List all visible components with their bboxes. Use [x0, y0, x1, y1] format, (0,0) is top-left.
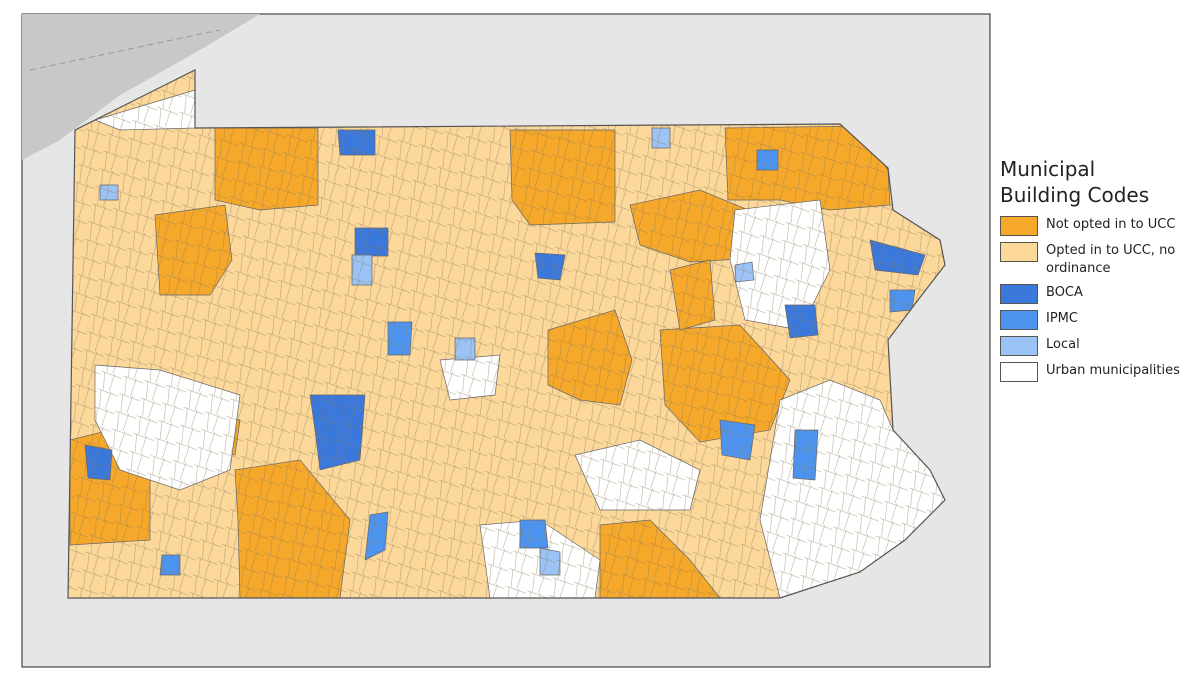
- legend-item: Opted in to UCC, no ordinance: [1000, 242, 1190, 278]
- legend: Municipal Building Codes Not opted in to…: [1000, 156, 1190, 388]
- legend-swatch: [1000, 310, 1038, 330]
- legend-label: BOCA: [1046, 285, 1083, 300]
- lake: [22, 14, 260, 160]
- legend-swatch: [1000, 336, 1038, 356]
- state: [68, 70, 945, 598]
- legend-swatch: [1000, 284, 1038, 304]
- legend-label: Local: [1046, 337, 1080, 352]
- legend-item: Urban municipalities: [1000, 362, 1190, 382]
- legend-item: Not opted in to UCC: [1000, 216, 1190, 236]
- legend-item: Local: [1000, 336, 1190, 356]
- state-outline: [67, 69, 946, 599]
- map: [21, 13, 991, 668]
- legend-item: IPMC: [1000, 310, 1190, 330]
- legend-items: Not opted in to UCC Opted in to UCC, no o…: [1000, 216, 1190, 382]
- legend-swatch: [1000, 362, 1038, 382]
- legend-swatch: [1000, 242, 1038, 262]
- legend-label: Not opted in to UCC: [1046, 217, 1176, 232]
- legend-title: Municipal Building Codes: [1000, 157, 1150, 207]
- legend-label: Opted in to UCC, no ordinance: [1046, 243, 1176, 276]
- legend-item: BOCA: [1000, 284, 1190, 304]
- municipal-boundaries: [68, 70, 945, 598]
- legend-label: Urban municipalities: [1046, 363, 1180, 378]
- legend-label: IPMC: [1046, 311, 1078, 326]
- border-line: [29, 29, 221, 71]
- legend-swatch: [1000, 216, 1038, 236]
